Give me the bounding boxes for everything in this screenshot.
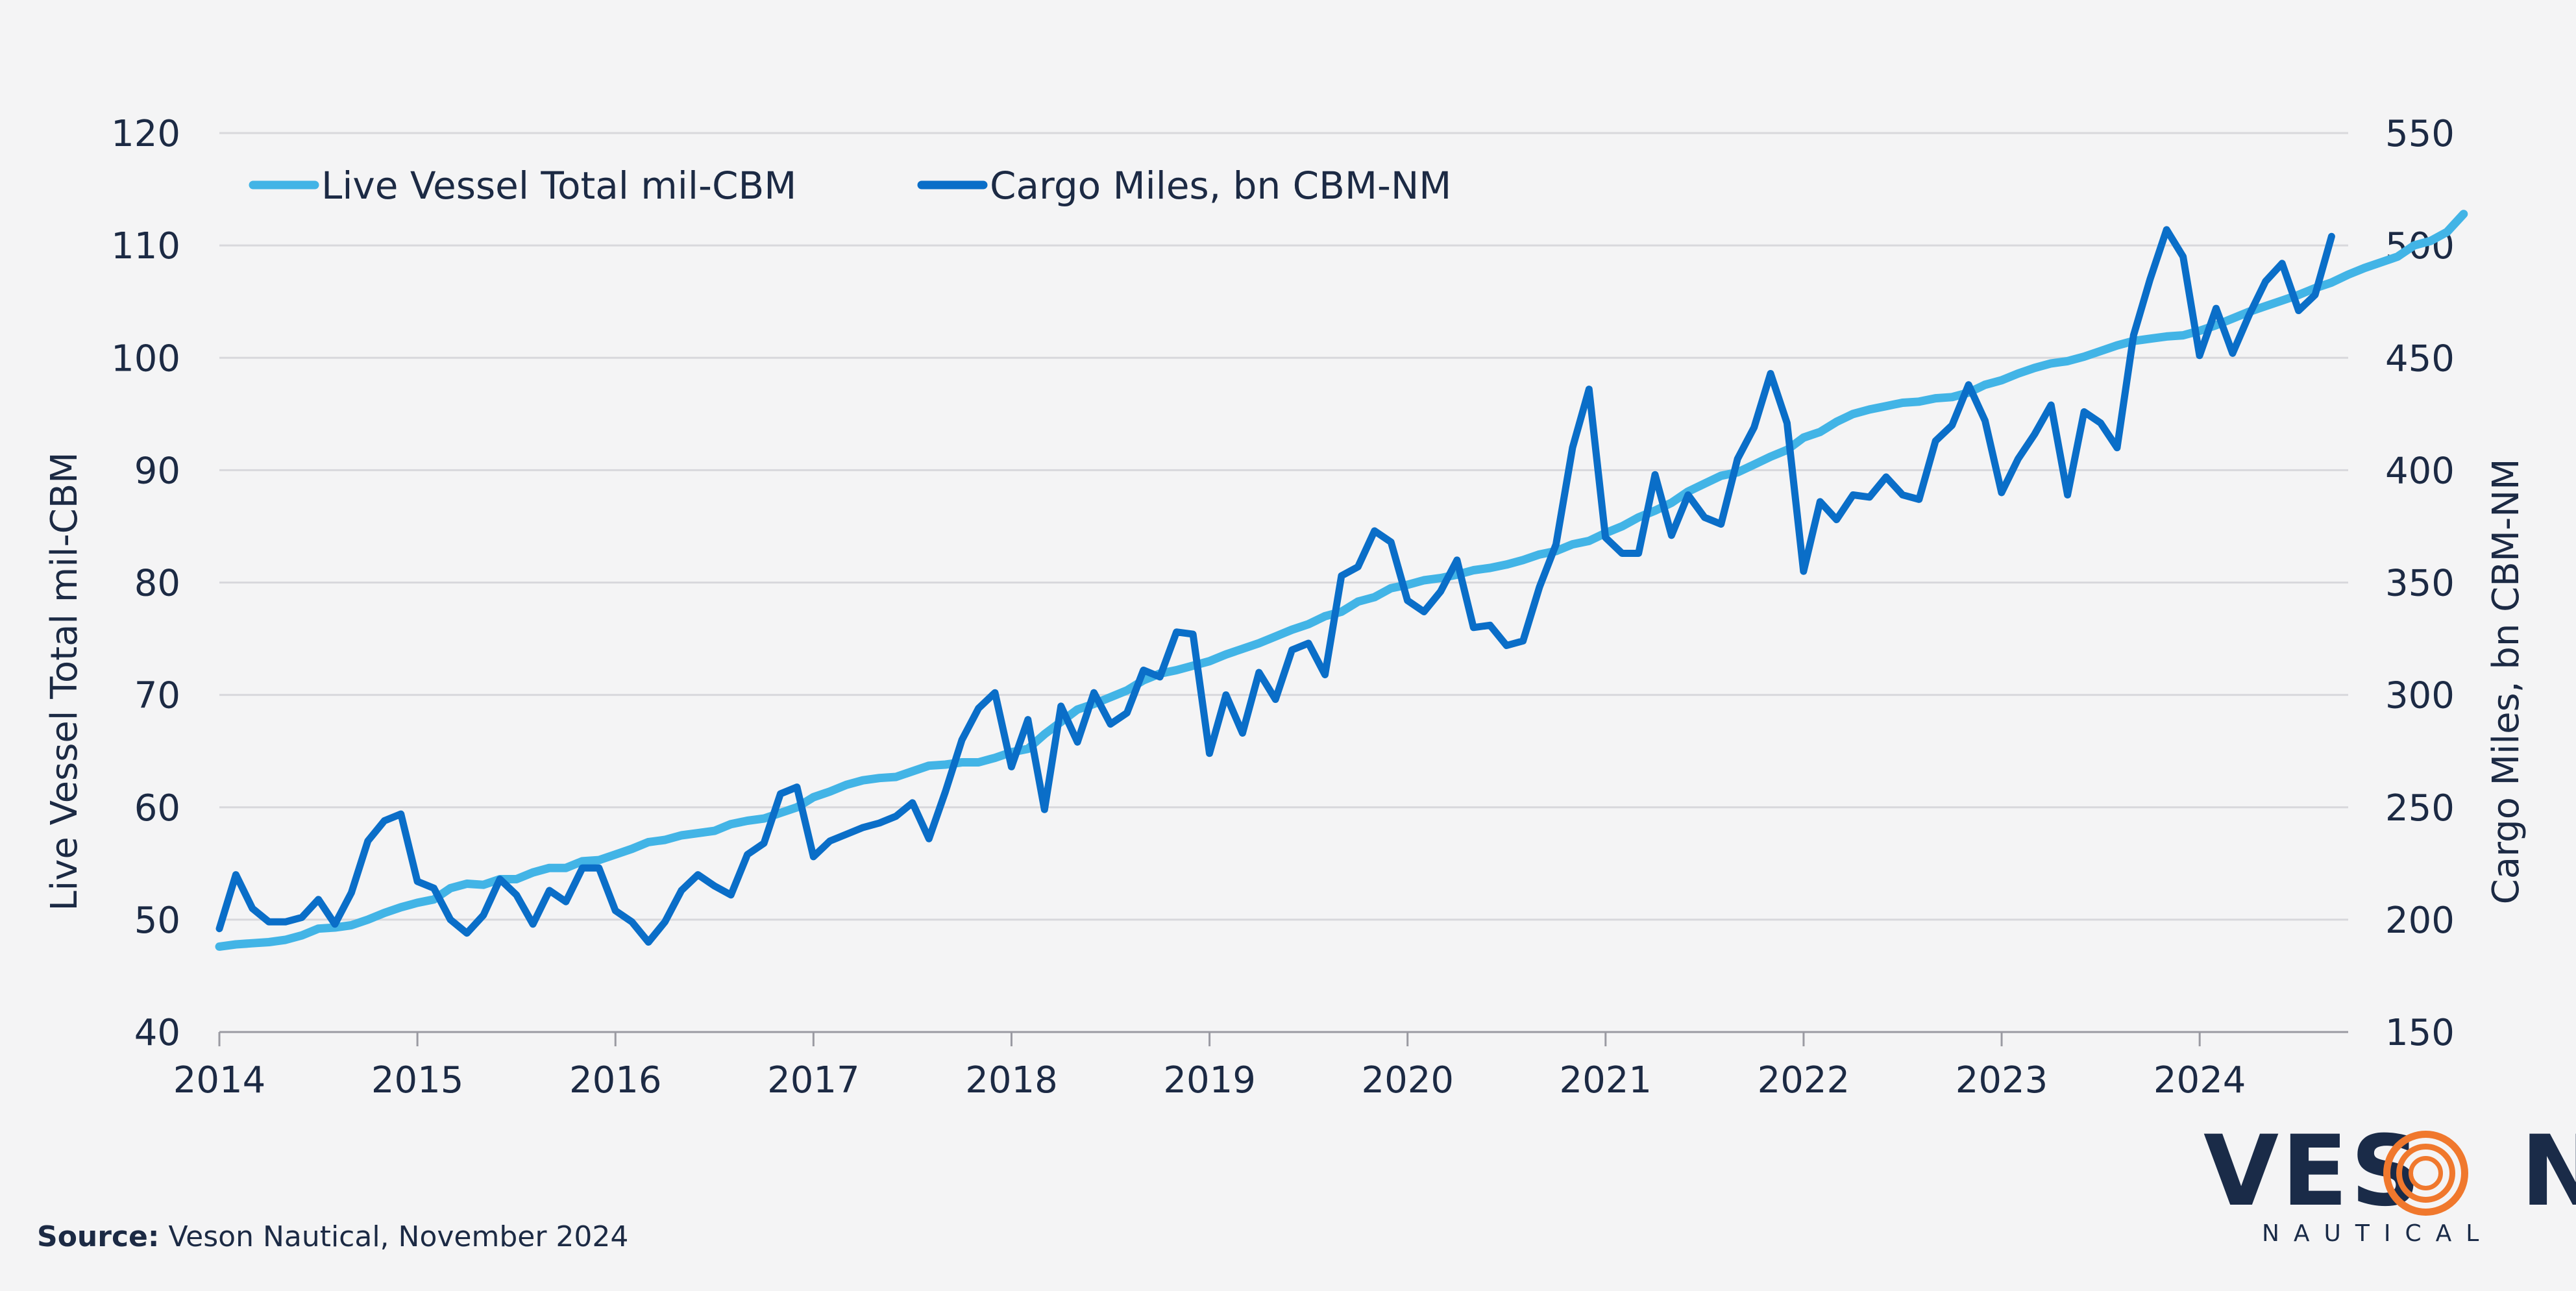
legend: Live Vessel Total mil-CBM Cargo Miles, bn… bbox=[249, 164, 1451, 208]
y-right-tick-label: 150 bbox=[2385, 1012, 2455, 1054]
series-line-live-vessel-total bbox=[215, 210, 2468, 951]
y-left-tick-label: 100 bbox=[111, 338, 180, 380]
y-left-tick-label: 70 bbox=[134, 675, 180, 717]
y-axis-left-title: Live Vessel Total mil-CBM bbox=[43, 452, 86, 911]
y-left-tick-label: 40 bbox=[134, 1012, 180, 1054]
x-tick-label: 2019 bbox=[1163, 1059, 1256, 1101]
x-tick-label: 2024 bbox=[2153, 1059, 2246, 1101]
x-tick-label: 2015 bbox=[371, 1059, 464, 1101]
y-right-tick-label: 450 bbox=[2385, 338, 2455, 380]
series-lines bbox=[215, 210, 2468, 951]
legend-label: Live Vessel Total mil-CBM bbox=[321, 164, 796, 208]
x-tick-label: 2018 bbox=[965, 1059, 1058, 1101]
source-note: Source: Veson Nautical, November 2024 bbox=[37, 1220, 628, 1253]
y-left-tick-label: 90 bbox=[134, 450, 180, 492]
veson-nautical-logo: VES N NAUTICAL bbox=[2203, 1123, 2576, 1247]
y-left-tick-label: 110 bbox=[111, 225, 180, 267]
x-tick-label: 2014 bbox=[173, 1059, 266, 1101]
y-right-tick-label: 350 bbox=[2385, 563, 2455, 605]
legend-label: Cargo Miles, bn CBM-NM bbox=[990, 164, 1451, 208]
y-right-tick-label: 550 bbox=[2385, 113, 2455, 155]
x-tick-label: 2016 bbox=[569, 1059, 662, 1101]
y-right-tick-label: 400 bbox=[2385, 450, 2455, 492]
x-tick-label: 2021 bbox=[1560, 1059, 1652, 1101]
x-tick-label: 2020 bbox=[1361, 1059, 1454, 1101]
y-left-tick-label: 60 bbox=[134, 787, 180, 830]
source-text: Veson Nautical, November 2024 bbox=[168, 1220, 629, 1253]
gridlines bbox=[219, 132, 2348, 921]
logo-o-rings-icon bbox=[2383, 1131, 2468, 1216]
x-tick-label: 2023 bbox=[1956, 1059, 2048, 1101]
x-tick-label: 2017 bbox=[767, 1059, 860, 1101]
y-axis-right-title: Cargo Miles, bn CBM-NM bbox=[2485, 459, 2527, 905]
logo-subtitle: NAUTICAL bbox=[2262, 1220, 2494, 1247]
source-label: Source: bbox=[37, 1220, 160, 1253]
axes: 40 50 60 70 80 90 100 110 120 150 200 250 300 350 400 4… bbox=[111, 113, 2455, 1101]
y-left-tick-label: 80 bbox=[134, 563, 180, 605]
y-right-tick-label: 250 bbox=[2385, 787, 2455, 830]
logo-word-right: N bbox=[2520, 1115, 2576, 1228]
y-left-tick-label: 120 bbox=[111, 113, 180, 155]
y-right-tick-label: 200 bbox=[2385, 900, 2455, 942]
x-tick-label: 2022 bbox=[1758, 1059, 1850, 1101]
y-left-tick-label: 50 bbox=[134, 900, 180, 942]
series-line-cargo-miles bbox=[215, 226, 2335, 946]
y-right-tick-label: 300 bbox=[2385, 675, 2455, 717]
